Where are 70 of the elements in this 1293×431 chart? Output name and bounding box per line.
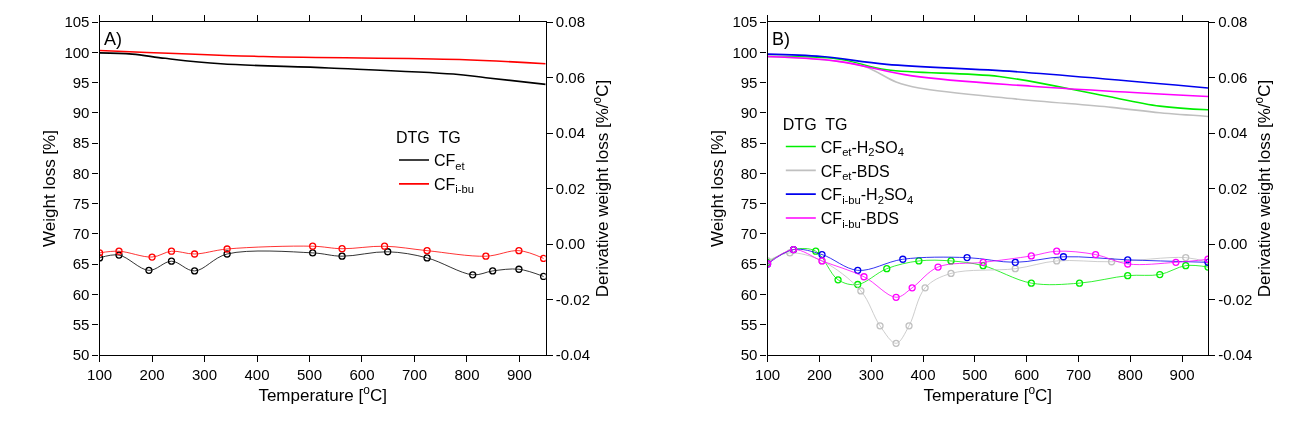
y2-tick-label: -0.02: [1218, 290, 1253, 308]
y-tick-label: 85: [72, 134, 90, 152]
y-tick-label: 90: [740, 104, 758, 122]
y-tick-label: 105: [732, 13, 758, 31]
legend-label: CF$_{et}$-H$_{2}$SO$_{4}$: [820, 138, 904, 159]
y-tick-label: 65: [740, 255, 758, 273]
legend-label: CF$_{et}$-BDS: [820, 162, 890, 182]
x-tick-label: 500: [297, 366, 323, 384]
x-tick-label: 500: [962, 366, 988, 384]
y-tick-label: 75: [72, 194, 90, 212]
y-tick-label: 70: [740, 225, 758, 243]
y2-tick-label: 0.06: [1218, 68, 1248, 86]
y-tick-label: 100: [64, 43, 90, 61]
legend-title: DTG TG: [782, 115, 848, 133]
x-tick-label: 300: [192, 366, 218, 384]
y-tick-label: 60: [72, 285, 90, 303]
y-tick-label: 105: [64, 13, 90, 31]
y-tick-label: 55: [740, 315, 758, 333]
y-tick-label: 50: [72, 346, 90, 364]
x-tick-label: 100: [87, 366, 113, 384]
y-tick-label: 55: [72, 315, 90, 333]
y2-tick-label: -0.04: [555, 346, 591, 364]
y2-tick-label: 0.04: [555, 124, 586, 142]
x-tick-label: 100: [755, 366, 781, 384]
y-tick-label: 90: [72, 104, 90, 122]
x-axis-title: Temperature [$^{o}$C]: [923, 383, 1053, 406]
y2-tick-label: 0.00: [555, 235, 586, 253]
x-tick-label: 700: [1065, 366, 1091, 384]
annotation: B): [772, 29, 790, 49]
y2-tick-label: 0.00: [1218, 235, 1248, 253]
y-tick-label: 70: [72, 225, 90, 243]
y2-tick-label: 0.02: [1218, 179, 1248, 197]
x-tick-label: 400: [244, 366, 270, 384]
y-tick-label: 95: [740, 73, 758, 91]
x-tick-label: 900: [506, 366, 532, 384]
x-tick-label: 800: [454, 366, 480, 384]
x-tick-label: 300: [858, 366, 884, 384]
x-tick-label: 200: [806, 366, 832, 384]
y-axis-title: Weight loss [%]: [39, 130, 59, 247]
legend-title: DTG TG: [396, 129, 461, 147]
y2-tick-label: -0.02: [555, 290, 591, 308]
x-axis-title: Temperature [$^{o}$C]: [258, 383, 387, 406]
y-tick-label: 95: [72, 73, 90, 91]
x-tick-label: 400: [910, 366, 936, 384]
y2-tick-label: 0.08: [555, 13, 586, 31]
y-tick-label: 85: [740, 134, 758, 152]
y2-tick-label: -0.04: [1218, 346, 1253, 364]
x-tick-label: 800: [1117, 366, 1143, 384]
y-axis-title: Weight loss [%]: [707, 130, 727, 247]
y2-tick-label: 0.08: [1218, 13, 1248, 31]
x-tick-label: 600: [349, 366, 375, 384]
y-tick-label: 80: [740, 164, 758, 182]
y-tick-label: 65: [72, 255, 90, 273]
legend-label: CF$_{i-bu}$-H$_{2}$SO$_{4}$: [820, 186, 914, 206]
x-tick-label: 200: [139, 366, 165, 384]
annotation: A): [104, 29, 122, 49]
y2-tick-label: 0.06: [555, 68, 586, 86]
x-tick-label: 900: [1169, 366, 1195, 384]
legend-label: CF$_{et}$: [434, 152, 466, 172]
y2-tick-label: 0.02: [555, 179, 586, 197]
legend-label: CF$_{i-bu}$: [434, 176, 474, 196]
y-tick-label: 50: [740, 346, 758, 364]
y2-tick-label: 0.04: [1218, 124, 1248, 142]
y-tick-label: 80: [72, 164, 90, 182]
x-tick-label: 600: [1014, 366, 1040, 384]
legend-label: CF$_{i-bu}$-BDS: [820, 210, 900, 230]
y-tick-label: 100: [732, 43, 758, 61]
x-tick-label: 700: [401, 366, 427, 384]
y-tick-label: 75: [740, 194, 758, 212]
y-tick-label: 60: [740, 285, 758, 303]
